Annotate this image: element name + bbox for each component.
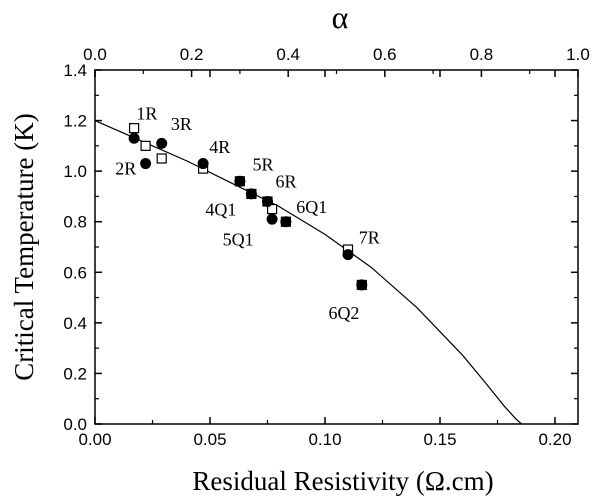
open-square-point [156, 153, 167, 164]
sample-label: 3R [171, 114, 192, 134]
filled-circle-point [156, 137, 168, 149]
x-tick-label: 0.15 [423, 430, 456, 449]
x-tick-label: 0.20 [538, 430, 571, 449]
filled-circle-point [234, 175, 246, 187]
filled-circle-point [262, 195, 273, 207]
x2-tick-label: 0.4 [276, 45, 300, 64]
y-tick-label: 0.2 [63, 364, 87, 383]
sample-label: 4R [209, 137, 230, 157]
sample-label: 6Q1 [296, 197, 327, 217]
axis-ticks: 0.00 0.05 0.10 0.15 0.20 0.0 0.2 0.4 0.6 0.8 1.0 0.… [63, 45, 589, 449]
plot-frame [94, 69, 579, 425]
fit-curve-layer [94, 120, 523, 425]
y-tick-label: 0.4 [63, 314, 87, 333]
open-square-point [267, 203, 278, 215]
filled-circle-point [342, 249, 354, 261]
x-tick-label: 0.10 [308, 430, 341, 449]
filled-circle-point [245, 188, 257, 200]
top-axis-title: α [332, 0, 349, 35]
plot-border [94, 69, 579, 425]
y-tick-label: 0.6 [63, 263, 87, 282]
fit-curve [94, 120, 523, 425]
y-tick-label: 1.2 [63, 112, 87, 131]
y-tick-label: 1.4 [63, 61, 87, 80]
sample-label: 6Q2 [328, 303, 359, 323]
filled-circle-point [128, 132, 140, 144]
filled-circle-point [266, 213, 278, 225]
sample-label: 5R [253, 154, 274, 174]
filled-circle-point [356, 279, 368, 291]
x-axis-title: Residual Resistivity (Ω.cm) [192, 466, 493, 496]
x2-tick-label: 0.2 [180, 45, 204, 64]
x2-tick-label: 1.0 [566, 45, 590, 64]
x2-tick-label: 0.6 [373, 45, 397, 64]
y-tick-label: 1.0 [63, 162, 87, 181]
sample-label: 5Q1 [223, 229, 254, 249]
x2-tick-label: 0.8 [470, 45, 494, 64]
y-axis-title: Critical Temperature (K) [9, 113, 39, 381]
sample-label: 6R [276, 172, 297, 192]
sample-label: 2R [115, 158, 136, 178]
sample-label: 1R [136, 103, 157, 123]
filled-circle-point [280, 216, 292, 228]
sample-label: 7R [359, 227, 380, 247]
x2-tick-label: 0.0 [83, 45, 107, 64]
data-points [128, 123, 368, 291]
y-tick-label: 0.8 [63, 213, 87, 232]
filled-circle-point [197, 158, 209, 170]
x-tick-label: 0.00 [78, 430, 111, 449]
filled-circle-point [140, 158, 152, 170]
open-square-point [140, 140, 151, 151]
open-square-point [129, 123, 140, 134]
y-tick-label: 0.0 [63, 415, 87, 434]
sample-label: 4Q1 [205, 200, 236, 220]
x-tick-label: 0.05 [193, 430, 226, 449]
